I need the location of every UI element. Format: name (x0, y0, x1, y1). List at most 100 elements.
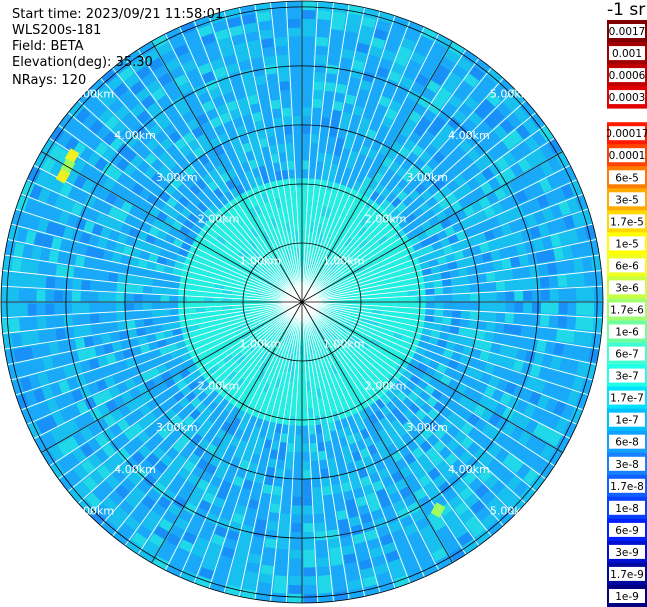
range-gate-cell (338, 223, 346, 233)
range-gate-cell (234, 504, 247, 516)
range-gate-cell (25, 360, 37, 376)
range-gate-cell (38, 330, 49, 344)
range-gate-cell (269, 270, 277, 279)
range-gate-cell (299, 355, 302, 364)
range-gate-cell (503, 437, 518, 452)
range-gate-cell (284, 407, 291, 417)
range-gate-cell (293, 142, 302, 152)
range-gate-cell (378, 428, 389, 440)
range-gate-cell (268, 512, 280, 523)
range-gate-cell (381, 87, 395, 100)
range-gate-cell (197, 62, 212, 76)
range-gate-cell (312, 98, 323, 109)
range-gate-cell (359, 255, 369, 264)
range-gate-cell (49, 144, 64, 161)
range-gate-cell (503, 491, 520, 508)
range-gate-cell (357, 226, 367, 236)
range-gate-cell (319, 275, 327, 284)
range-gate-cell (63, 278, 73, 290)
range-gate-cell (346, 343, 355, 352)
field-name-text: Field: BETA (12, 39, 84, 54)
range-gate-cell (229, 266, 239, 274)
range-gate-cell (257, 20, 272, 31)
range-gate-cell (227, 371, 237, 381)
range-gate-cell (267, 355, 274, 366)
range-gate-cell (164, 216, 176, 227)
range-gate-cell (357, 251, 367, 260)
range-gate-cell (271, 282, 280, 289)
range-gate-cell (423, 321, 434, 329)
range-gate-cell (244, 85, 257, 97)
range-gate-cell (492, 124, 508, 140)
range-gate-cell (297, 390, 302, 400)
range-gate-cell (68, 404, 82, 419)
range-gate-cell (219, 409, 230, 421)
range-gate-cell (87, 382, 100, 396)
range-gate-cell (62, 392, 76, 407)
range-gate-cell (219, 231, 230, 241)
range-gate-cell (147, 57, 164, 72)
range-gate-cell (285, 269, 292, 279)
range-gate-cell (341, 247, 350, 256)
range-gate-cell (425, 295, 435, 302)
range-gate-cell (223, 241, 233, 250)
range-gate-cell (397, 413, 409, 426)
range-gate-cell (303, 478, 312, 488)
range-gate-cell (342, 544, 356, 556)
range-gate-cell (72, 125, 88, 141)
range-gate-cell (346, 302, 356, 305)
range-gate-cell (247, 254, 256, 263)
range-gate-cell (330, 219, 338, 229)
range-gate-cell (390, 302, 400, 307)
colorbar-tick-label: 0.0006 (609, 70, 646, 82)
range-gate-cell (469, 88, 485, 104)
range-gate-cell (395, 165, 408, 178)
range-gate-cell (522, 185, 536, 200)
range-gate-cell (464, 133, 479, 147)
range-gate-cell (318, 360, 324, 371)
range-gate-cell (109, 438, 124, 453)
range-gate-cell (116, 293, 126, 302)
range-gate-cell (334, 447, 344, 458)
range-gate-cell (428, 488, 443, 502)
range-gate-cell (322, 216, 329, 227)
range-gate-cell (33, 358, 46, 373)
range-gate-cell (259, 288, 269, 293)
ray-separator (112, 301, 303, 537)
range-gate-cell (336, 455, 346, 467)
range-gate-cell (192, 335, 203, 344)
range-gate-cell (314, 270, 320, 279)
range-gate-cell (485, 91, 502, 107)
range-gate-cell (538, 366, 550, 380)
range-gate-cell (321, 170, 329, 181)
range-gate-cell (194, 255, 205, 264)
range-gate-cell (105, 474, 121, 490)
range-gate-cell (424, 532, 440, 546)
range-gate-cell (302, 195, 307, 205)
range-gate-cell (49, 382, 63, 398)
range-gate-cell (510, 441, 525, 457)
range-gate-cell (346, 328, 356, 336)
range-gate-cell (481, 437, 496, 452)
range-gate-cell (202, 239, 213, 249)
range-gate-cell (336, 74, 349, 86)
colorbar-tick-label: 6e-7 (615, 349, 639, 361)
range-gate-cell (443, 309, 453, 317)
range-gate-cell (28, 216, 41, 231)
range-gate-cell (334, 373, 343, 383)
range-gate-cell (418, 495, 433, 509)
range-gate-cell (169, 295, 179, 302)
range-gate-cell (531, 314, 541, 326)
range-gate-cell (271, 10, 286, 21)
range-gate-cell (258, 381, 266, 391)
ray-separator (208, 301, 303, 589)
range-gate-cell (250, 285, 260, 291)
range-gate-cell (314, 260, 320, 270)
range-gate-cell (284, 325, 290, 334)
range-gate-cell (206, 49, 222, 63)
range-gate-cell (41, 205, 54, 220)
range-gate-cell (245, 394, 254, 405)
range-gate-cell (287, 326, 293, 336)
range-gate-cell (264, 333, 273, 342)
range-gate-cell (527, 338, 539, 351)
